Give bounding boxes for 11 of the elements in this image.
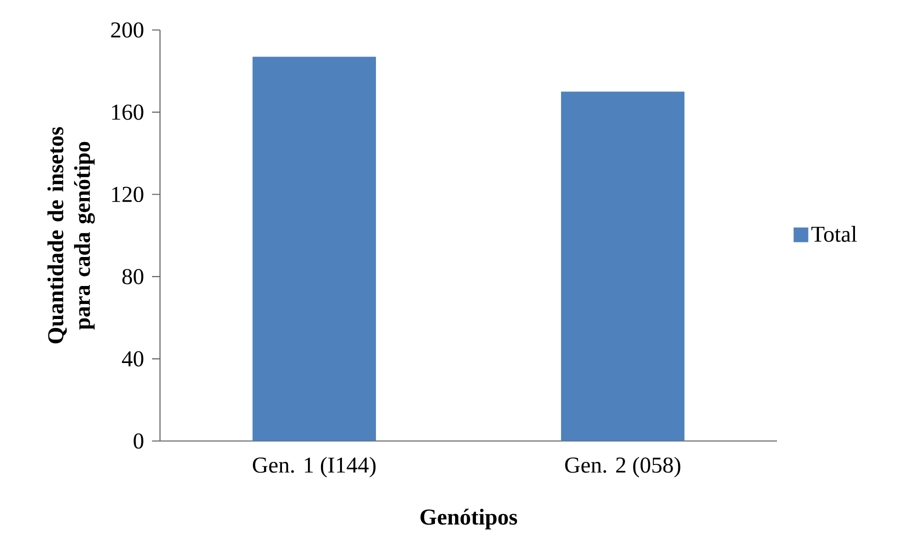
- x-tick-label: Gen. 1 (I144): [252, 456, 376, 478]
- y-axis-title: Quantidade de insetos para cada genótipo: [47, 127, 95, 344]
- y-tick-label: 160: [112, 104, 144, 120]
- y-tick-label: 40: [122, 351, 144, 366]
- x-axis-title: Genótipos: [420, 508, 518, 530]
- y-tick-label: 200: [111, 22, 144, 38]
- y-tick-label: 80: [122, 268, 144, 284]
- y-tick-label: 0: [134, 433, 144, 449]
- y-tick-label: 120: [112, 186, 144, 202]
- legend-label: Total: [811, 226, 857, 242]
- x-tick-label: Gen. 2 (058): [565, 456, 680, 478]
